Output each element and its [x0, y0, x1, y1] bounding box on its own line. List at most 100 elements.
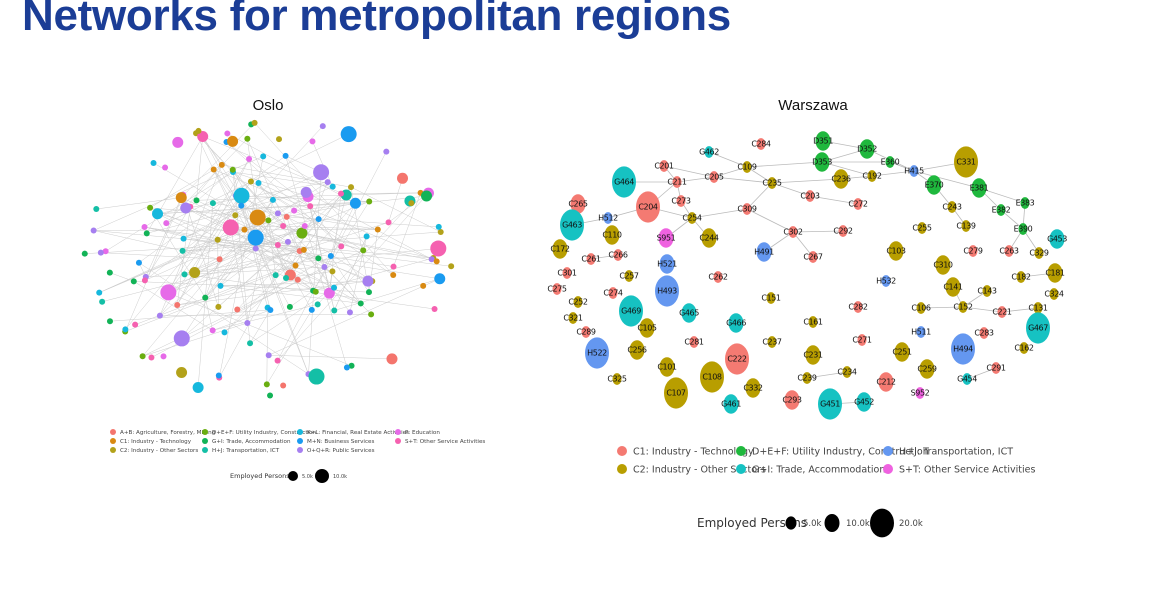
network-node[interactable] — [300, 246, 307, 253]
network-node[interactable] — [215, 372, 222, 379]
network-node[interactable]: C284 — [751, 138, 771, 150]
network-node[interactable] — [283, 274, 290, 281]
network-node[interactable] — [363, 233, 370, 240]
network-node[interactable] — [150, 159, 157, 166]
network-node[interactable] — [218, 161, 225, 168]
network-node[interactable] — [260, 153, 267, 160]
network-node[interactable]: C279 — [963, 245, 983, 257]
network-node[interactable] — [280, 223, 287, 230]
network-node[interactable] — [139, 353, 146, 360]
network-node[interactable] — [430, 240, 447, 257]
network-node[interactable]: S952 — [911, 387, 930, 399]
network-node[interactable] — [385, 219, 392, 226]
network-node[interactable]: C103 — [886, 241, 906, 261]
network-node[interactable]: C152 — [953, 301, 973, 313]
network-node[interactable]: C283 — [974, 327, 994, 339]
network-node[interactable] — [308, 306, 315, 313]
network-node[interactable] — [274, 241, 281, 248]
network-node[interactable]: C267 — [803, 251, 823, 263]
network-node[interactable] — [244, 319, 251, 326]
network-node[interactable]: H493 — [655, 275, 679, 307]
network-node[interactable] — [172, 136, 184, 148]
network-node[interactable] — [192, 381, 204, 393]
network-node[interactable] — [315, 255, 322, 262]
network-node[interactable]: H491 — [754, 242, 775, 262]
network-node[interactable] — [276, 136, 283, 143]
network-node[interactable] — [374, 226, 381, 233]
network-node[interactable] — [102, 248, 109, 255]
network-node[interactable]: C182 — [1011, 271, 1031, 283]
network-node[interactable]: C251 — [892, 342, 912, 362]
network-node[interactable] — [189, 267, 201, 279]
network-node[interactable]: C265 — [568, 194, 588, 214]
network-node[interactable]: C321 — [563, 312, 583, 324]
network-node[interactable]: C243 — [942, 201, 962, 213]
network-node[interactable] — [210, 166, 217, 173]
network-node[interactable] — [252, 245, 259, 252]
network-node[interactable] — [286, 303, 293, 310]
network-node[interactable] — [221, 329, 228, 336]
network-node[interactable]: C324 — [1044, 288, 1064, 300]
network-node[interactable]: C151 — [761, 292, 781, 304]
network-node[interactable]: G462 — [699, 146, 720, 158]
network-node[interactable] — [244, 135, 251, 142]
network-node[interactable] — [214, 236, 221, 243]
network-node[interactable] — [141, 277, 148, 284]
network-node[interactable] — [160, 284, 177, 301]
network-node[interactable]: H521 — [657, 254, 678, 274]
network-node[interactable]: C309 — [737, 203, 757, 215]
network-node[interactable] — [386, 353, 398, 365]
network-node[interactable] — [362, 275, 374, 287]
network-node[interactable]: H522 — [585, 337, 609, 369]
network-node[interactable]: C235 — [762, 177, 782, 189]
network-node[interactable]: C272 — [848, 198, 868, 210]
network-node[interactable] — [247, 229, 264, 246]
network-node[interactable] — [180, 235, 187, 242]
network-node[interactable]: C329 — [1029, 247, 1049, 259]
network-node[interactable] — [366, 198, 373, 205]
network-node[interactable] — [265, 352, 272, 359]
network-node[interactable]: C201 — [654, 160, 674, 172]
network-node[interactable] — [122, 326, 129, 333]
network-node[interactable] — [217, 282, 224, 289]
network-node[interactable] — [274, 210, 281, 217]
network-node[interactable]: C331 — [954, 146, 978, 178]
network-node[interactable] — [397, 172, 409, 184]
network-node[interactable] — [99, 298, 106, 305]
network-node[interactable]: C244 — [699, 228, 719, 248]
network-node[interactable] — [292, 262, 299, 269]
network-node[interactable]: C292 — [833, 225, 853, 237]
network-node[interactable]: C221 — [992, 306, 1012, 318]
network-node[interactable]: E382 — [992, 204, 1011, 216]
network-node[interactable]: C110 — [602, 225, 622, 245]
network-node[interactable] — [431, 305, 438, 312]
network-node[interactable] — [209, 200, 216, 207]
network-node[interactable] — [267, 392, 274, 399]
network-node[interactable] — [152, 208, 164, 220]
network-node[interactable] — [331, 307, 338, 314]
network-node[interactable]: C302 — [783, 226, 803, 238]
network-node[interactable] — [197, 131, 209, 143]
network-node[interactable] — [141, 224, 148, 231]
network-node[interactable]: C222 — [725, 343, 749, 375]
network-node[interactable]: C172 — [550, 239, 570, 259]
network-node[interactable] — [329, 268, 336, 275]
network-node[interactable]: E360 — [881, 156, 900, 168]
network-node[interactable] — [249, 209, 266, 226]
network-node[interactable] — [130, 278, 137, 285]
network-node[interactable]: G467 — [1026, 312, 1050, 344]
network-node[interactable] — [348, 362, 355, 369]
network-node[interactable] — [319, 123, 326, 130]
network-node[interactable] — [227, 135, 239, 147]
network-node[interactable] — [90, 227, 97, 234]
network-node[interactable]: C256 — [627, 340, 647, 360]
network-node[interactable] — [255, 180, 262, 187]
network-node[interactable]: G454 — [957, 373, 978, 385]
network-node[interactable] — [269, 196, 276, 203]
network-node[interactable]: C107 — [664, 377, 688, 409]
network-node[interactable] — [331, 284, 338, 291]
network-node[interactable] — [434, 273, 446, 285]
network-node[interactable] — [308, 368, 325, 385]
network-node[interactable] — [327, 253, 334, 260]
network-node[interactable]: H512 — [598, 212, 619, 224]
